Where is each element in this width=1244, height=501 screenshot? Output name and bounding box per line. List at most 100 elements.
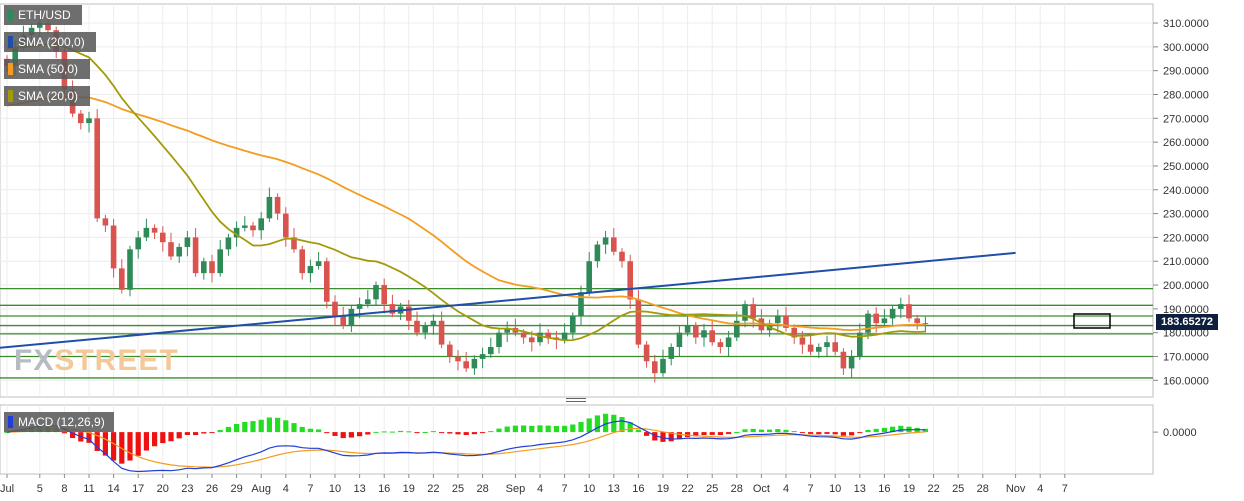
- x-tick-label: 19: [903, 483, 915, 495]
- macd-histogram-bar: [422, 431, 428, 433]
- macd-histogram-bar: [94, 432, 100, 451]
- candle-down: [750, 304, 756, 319]
- candle-down: [906, 304, 912, 319]
- candle-down: [192, 237, 199, 274]
- macd-histogram-bar: [217, 430, 223, 433]
- macd-histogram-bar: [644, 432, 650, 436]
- macd-histogram-bar: [808, 432, 814, 434]
- candle-down: [340, 316, 346, 326]
- macd-histogram-bar: [488, 431, 494, 433]
- macd-histogram-bar: [381, 431, 387, 433]
- x-axis: Jul 5 8 11 14 17 20 23 26 29 Aug 4 7 10 13 16 19 22 25 28 Se…: [0, 474, 1068, 495]
- legend-macd[interactable]: MACD (12,26,9): [4, 412, 114, 432]
- macd-histogram-bar: [176, 432, 182, 439]
- macd-histogram-bar: [791, 431, 797, 433]
- x-tick-label: 25: [452, 483, 464, 495]
- candle-up: [37, 23, 43, 28]
- x-tick-label: 25: [706, 483, 718, 495]
- macd-histogram-bar: [389, 431, 395, 433]
- candle-down: [709, 330, 715, 343]
- x-tick-label: 23: [181, 483, 193, 495]
- candle-up: [602, 237, 609, 245]
- candle-up: [889, 308, 896, 319]
- x-tick-label: 17: [132, 483, 144, 495]
- x-tick-label: 10: [329, 483, 341, 495]
- candle-up: [127, 249, 133, 290]
- watermark-logo: FXSTREET: [14, 344, 179, 378]
- macd-histogram-bar: [627, 422, 633, 433]
- candle-up: [12, 46, 18, 66]
- macd-histogram-bar: [365, 432, 371, 435]
- x-tick-label: Sep: [506, 483, 526, 495]
- candle-up: [865, 313, 871, 333]
- support-resistance-lines: [0, 287, 1153, 379]
- y-tick-label: 180.0000: [1163, 328, 1209, 340]
- macd-histogram-bar: [619, 417, 625, 433]
- macd-tick-label: 0.0000: [1163, 427, 1197, 439]
- macd-histogram-bar: [865, 429, 871, 433]
- candle-down: [914, 318, 920, 324]
- candle-down: [635, 299, 642, 345]
- legend-sma50[interactable]: SMA (50,0): [4, 59, 90, 79]
- y-tick-label: 300.0000: [1163, 42, 1209, 54]
- macd-histogram-bar: [316, 429, 322, 433]
- candle-down: [119, 268, 125, 290]
- macd-histogram-bar: [570, 424, 576, 433]
- candle-down: [299, 249, 305, 274]
- macd-histogram-bar: [701, 432, 707, 435]
- y-tick-label: 310.0000: [1163, 18, 1209, 30]
- y-axis: 310.0000 300.0000 290.0000 280.0000 270.0000…: [1153, 18, 1209, 387]
- candle-down: [447, 344, 453, 357]
- candle-down: [78, 113, 84, 124]
- x-tick-label: 4: [783, 483, 789, 495]
- macd-histogram-bar: [291, 423, 297, 433]
- x-tick-label: 13: [608, 483, 620, 495]
- x-tick-label: 7: [307, 483, 313, 495]
- candle-down: [151, 227, 158, 233]
- macd-histogram-bar: [184, 432, 190, 435]
- macd-histogram-bar: [578, 422, 584, 433]
- candle-up: [504, 327, 510, 333]
- pane-splitter-handle[interactable]: [566, 398, 586, 405]
- legend-sma200[interactable]: SMA (200,0): [4, 32, 96, 52]
- x-tick-label: 5: [37, 483, 43, 495]
- macd-histogram-bar: [332, 432, 338, 436]
- macd-histogram-bar: [406, 431, 412, 433]
- macd-histogram-bar: [480, 432, 486, 434]
- candle-down: [381, 285, 387, 305]
- macd-histogram-bar: [152, 432, 158, 447]
- x-tick-label: 20: [157, 483, 169, 495]
- legend-sma20[interactable]: SMA (20,0): [4, 86, 90, 106]
- candle-up: [586, 261, 592, 293]
- candle-down: [840, 351, 847, 369]
- macd-histogram-bar: [168, 432, 174, 442]
- candle-down: [717, 342, 724, 347]
- candle-down: [455, 356, 461, 362]
- macd-histogram-bar: [660, 432, 666, 442]
- macd-histogram-bar: [529, 425, 535, 433]
- macd-histogram-bar: [225, 426, 231, 433]
- x-tick-label: 19: [657, 483, 669, 495]
- candle-up: [496, 332, 502, 347]
- macd-histogram-bar: [463, 432, 469, 435]
- macd-histogram-bar: [193, 432, 199, 436]
- x-tick-label: Oct: [753, 483, 770, 495]
- macd-histogram-bar: [430, 431, 436, 433]
- legend-sma20-label: SMA (20,0): [18, 89, 79, 103]
- candle-down: [209, 261, 215, 274]
- candle-down: [45, 23, 51, 31]
- swatch-icon: [8, 90, 13, 102]
- macd-histogram-bar: [414, 432, 420, 434]
- x-tick-label: 16: [632, 483, 644, 495]
- legend-symbol[interactable]: ETH/USD: [4, 5, 82, 25]
- macd-histogram-bar: [512, 425, 518, 433]
- macd-histogram-bar: [258, 419, 264, 433]
- macd-histogram-bar: [143, 432, 149, 451]
- macd-histogram-bar: [70, 432, 76, 439]
- macd-histogram-bar: [898, 425, 904, 433]
- x-tick-label: 10: [583, 483, 595, 495]
- macd-histogram-bar: [340, 432, 346, 439]
- candle-up: [488, 346, 494, 355]
- macd-histogram-bar: [611, 414, 617, 433]
